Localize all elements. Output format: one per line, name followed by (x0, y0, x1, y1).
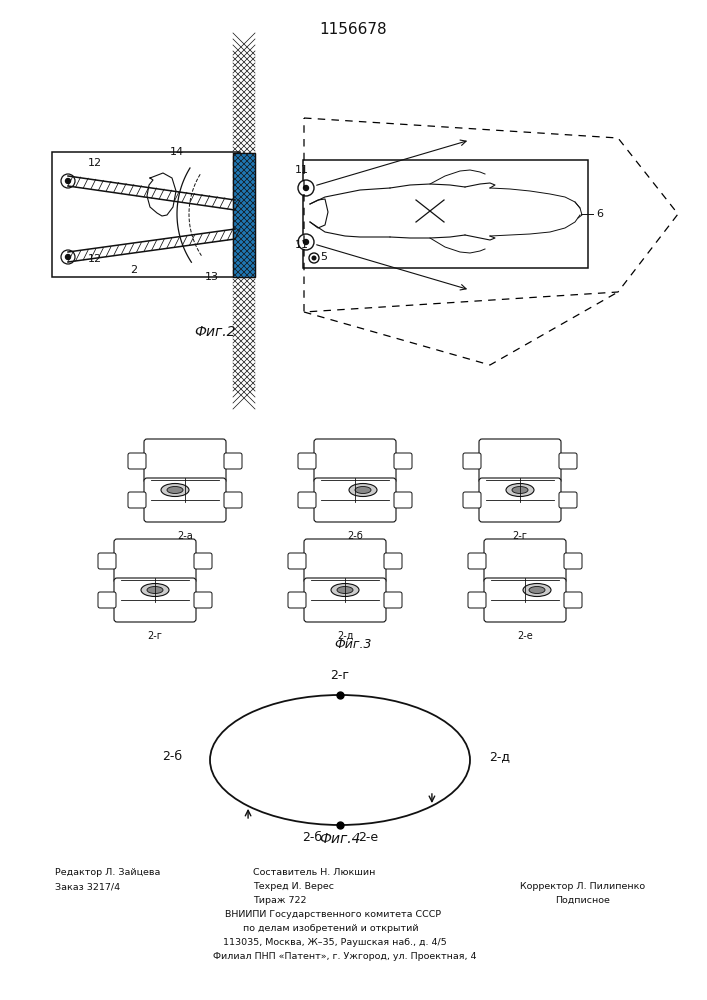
Bar (303, 160, 588, 268)
FancyBboxPatch shape (128, 492, 146, 508)
Text: 11: 11 (295, 165, 309, 175)
Bar (52, 152, 240, 277)
Text: 2-г: 2-г (330, 669, 349, 682)
Text: Филиал ПНП «Патент», г. Ужгород, ул. Проектная, 4: Филиал ПНП «Патент», г. Ужгород, ул. Про… (213, 952, 477, 961)
FancyBboxPatch shape (224, 492, 242, 508)
Circle shape (61, 174, 75, 188)
Text: 2-а: 2-а (177, 531, 193, 541)
FancyBboxPatch shape (394, 453, 412, 469)
Text: 12: 12 (88, 158, 102, 168)
Circle shape (312, 256, 316, 260)
Text: Фиг.3: Фиг.3 (334, 638, 372, 651)
FancyBboxPatch shape (114, 539, 196, 583)
Ellipse shape (523, 584, 551, 596)
Text: 2-д: 2-д (337, 631, 354, 641)
FancyBboxPatch shape (304, 539, 386, 583)
Text: 2-б: 2-б (347, 531, 363, 541)
FancyBboxPatch shape (224, 453, 242, 469)
Text: 11: 11 (295, 240, 309, 250)
Text: Заказ 3217/4: Заказ 3217/4 (55, 882, 120, 891)
Ellipse shape (506, 484, 534, 496)
FancyBboxPatch shape (384, 553, 402, 569)
Ellipse shape (331, 584, 359, 596)
FancyBboxPatch shape (564, 553, 582, 569)
Circle shape (309, 253, 319, 263)
Ellipse shape (529, 586, 545, 593)
Text: по делам изобретений и открытий: по делам изобретений и открытий (243, 924, 419, 933)
FancyBboxPatch shape (194, 592, 212, 608)
Text: 1156678: 1156678 (319, 22, 387, 37)
FancyBboxPatch shape (559, 453, 577, 469)
FancyBboxPatch shape (479, 478, 561, 522)
FancyBboxPatch shape (394, 492, 412, 508)
Text: 2-г: 2-г (513, 531, 527, 541)
Text: 113035, Москва, Ж–35, Раушская наб., д. 4/5: 113035, Москва, Ж–35, Раушская наб., д. … (223, 938, 447, 947)
FancyBboxPatch shape (298, 492, 316, 508)
Text: 2-г: 2-г (148, 631, 163, 641)
FancyBboxPatch shape (304, 578, 386, 622)
Text: 2-б: 2-б (302, 831, 322, 844)
Text: Фиг.2: Фиг.2 (194, 325, 235, 339)
Text: 2-е: 2-е (358, 831, 378, 844)
Circle shape (298, 180, 314, 196)
FancyBboxPatch shape (194, 553, 212, 569)
FancyBboxPatch shape (468, 553, 486, 569)
Text: 12: 12 (88, 254, 102, 264)
Circle shape (298, 234, 314, 250)
FancyBboxPatch shape (463, 492, 481, 508)
FancyBboxPatch shape (288, 553, 306, 569)
Text: Подписное: Подписное (555, 896, 610, 905)
Text: 2-е: 2-е (517, 631, 533, 641)
Text: 14: 14 (170, 147, 184, 157)
FancyBboxPatch shape (314, 439, 396, 483)
Ellipse shape (337, 586, 353, 593)
Ellipse shape (147, 586, 163, 593)
FancyBboxPatch shape (484, 539, 566, 583)
FancyBboxPatch shape (144, 439, 226, 483)
Text: 2: 2 (130, 265, 137, 275)
FancyBboxPatch shape (144, 478, 226, 522)
FancyBboxPatch shape (384, 592, 402, 608)
Ellipse shape (167, 487, 183, 493)
Bar (233, 153, 255, 277)
FancyBboxPatch shape (114, 578, 196, 622)
Circle shape (303, 239, 308, 244)
Ellipse shape (210, 695, 470, 825)
Text: Составитель Н. Люкшин: Составитель Н. Люкшин (253, 868, 375, 877)
Bar (233, 153, 255, 277)
FancyBboxPatch shape (479, 439, 561, 483)
Text: Редактор Л. Зайцева: Редактор Л. Зайцева (55, 868, 160, 877)
Text: 2-д: 2-д (489, 750, 510, 763)
FancyBboxPatch shape (128, 453, 146, 469)
Ellipse shape (141, 584, 169, 596)
FancyBboxPatch shape (484, 578, 566, 622)
FancyBboxPatch shape (564, 592, 582, 608)
Text: 5: 5 (320, 252, 327, 262)
Ellipse shape (349, 484, 377, 496)
Text: Техред И. Верес: Техред И. Верес (253, 882, 334, 891)
Text: Тираж 722: Тираж 722 (253, 896, 307, 905)
Text: ВНИИПИ Государственного комитета СССР: ВНИИПИ Государственного комитета СССР (225, 910, 441, 919)
Ellipse shape (512, 487, 528, 493)
Text: 2-б: 2-б (162, 750, 182, 763)
Ellipse shape (355, 487, 371, 493)
Circle shape (61, 250, 75, 264)
Text: Фиг.4: Фиг.4 (320, 832, 361, 846)
FancyBboxPatch shape (559, 492, 577, 508)
Circle shape (66, 178, 71, 184)
Circle shape (66, 254, 71, 259)
FancyBboxPatch shape (314, 478, 396, 522)
FancyBboxPatch shape (298, 453, 316, 469)
Text: Корректор Л. Пилипенко: Корректор Л. Пилипенко (520, 882, 645, 891)
FancyBboxPatch shape (463, 453, 481, 469)
Text: 6: 6 (596, 209, 603, 219)
Circle shape (303, 186, 308, 190)
Bar (233, 153, 255, 277)
Text: 13: 13 (205, 272, 219, 282)
FancyBboxPatch shape (468, 592, 486, 608)
FancyBboxPatch shape (288, 592, 306, 608)
FancyBboxPatch shape (98, 592, 116, 608)
FancyBboxPatch shape (98, 553, 116, 569)
Ellipse shape (161, 484, 189, 496)
